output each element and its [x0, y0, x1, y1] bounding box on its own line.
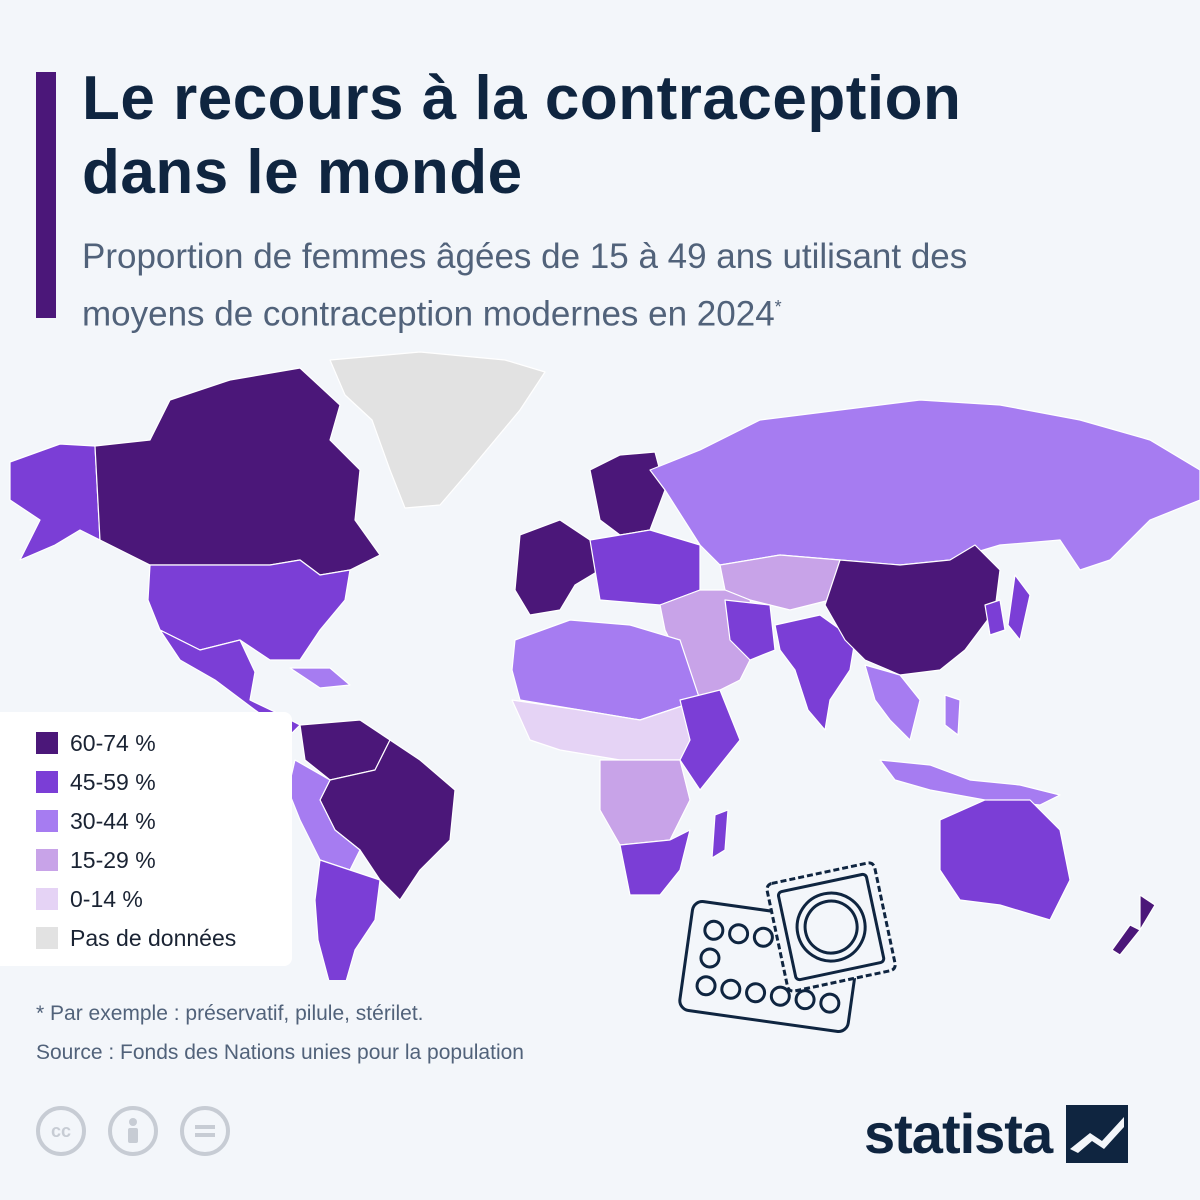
legend: 60-74 % 45-59 % 30-44 % 15-29 % 0-14 % P…: [0, 712, 292, 966]
legend-label: 30-44 %: [70, 807, 156, 834]
legend-swatch: [36, 732, 58, 754]
region-central-africa: [599, 759, 691, 846]
region-scandinavia: [589, 451, 666, 536]
region-australia: [939, 799, 1071, 921]
region-alaska: [9, 443, 101, 561]
legend-label: 0-14 %: [70, 885, 143, 912]
region-western-europe: [514, 519, 601, 616]
attribution-icon[interactable]: [108, 1106, 158, 1156]
legend-swatch: [36, 810, 58, 832]
region-east-africa: [679, 689, 741, 791]
contraceptive-icon: [678, 861, 897, 1034]
region-southeast-asia: [864, 664, 921, 741]
page-title: Le recours à la contraception dans le mo…: [82, 62, 1182, 210]
title-line-1: Le recours à la contraception: [82, 64, 962, 133]
legend-swatch: [36, 849, 58, 871]
region-southern-cone: [314, 859, 381, 980]
subtitle-line-2: moyens de contraception modernes en 2024: [82, 294, 775, 334]
statista-logo[interactable]: statista: [864, 1102, 1129, 1165]
region-indonesia: [879, 694, 1061, 806]
region-greenland: [329, 351, 546, 509]
region-china: [824, 544, 1001, 676]
legend-label: Pas de données: [70, 924, 237, 951]
region-eastern-europe: [589, 529, 701, 606]
subtitle: Proportion de femmes âgées de 15 à 49 an…: [82, 232, 1182, 340]
legend-item-15-29: 15-29 %: [36, 845, 156, 875]
cc-icon[interactable]: cc: [36, 1106, 86, 1156]
region-southern-africa: [619, 829, 691, 896]
subtitle-line-1: Proportion de femmes âgées de 15 à 49 an…: [82, 237, 968, 276]
accent-bar: [36, 72, 56, 318]
region-korea-japan: [984, 574, 1031, 641]
no-derivatives-icon[interactable]: [180, 1106, 230, 1156]
statista-logo-icon: [1066, 1105, 1129, 1163]
license-icons: cc: [36, 1106, 252, 1156]
legend-label: 15-29 %: [70, 846, 156, 873]
source: Source : Fonds des Nations unies pour la…: [36, 1041, 524, 1064]
legend-item-no-data: Pas de données: [36, 923, 236, 953]
region-madagascar: [711, 809, 729, 859]
legend-label: 45-59 %: [70, 768, 156, 795]
legend-item-30-44: 30-44 %: [36, 806, 156, 836]
region-iran: [724, 599, 776, 661]
footnote: * Par exemple : préservatif, pilule, sté…: [36, 1002, 424, 1025]
legend-label: 60-74 %: [70, 729, 156, 756]
region-peru-bolivia: [287, 759, 361, 871]
legend-swatch: [36, 771, 58, 793]
region-caribbean: [289, 667, 351, 689]
legend-item-45-59: 45-59 %: [36, 767, 156, 797]
legend-swatch: [36, 888, 58, 910]
subtitle-footnote-marker: *: [774, 297, 782, 317]
region-russia: [649, 399, 1200, 571]
region-canada: [94, 367, 381, 576]
region-new-zealand: [1111, 894, 1156, 956]
legend-item-0-14: 0-14 %: [36, 884, 143, 914]
title-line-2: dans le monde: [82, 138, 523, 207]
legend-swatch: [36, 927, 58, 949]
brand-name: statista: [864, 1102, 1053, 1165]
world-map: [9, 351, 1200, 980]
legend-item-60-74: 60-74 %: [36, 728, 156, 758]
